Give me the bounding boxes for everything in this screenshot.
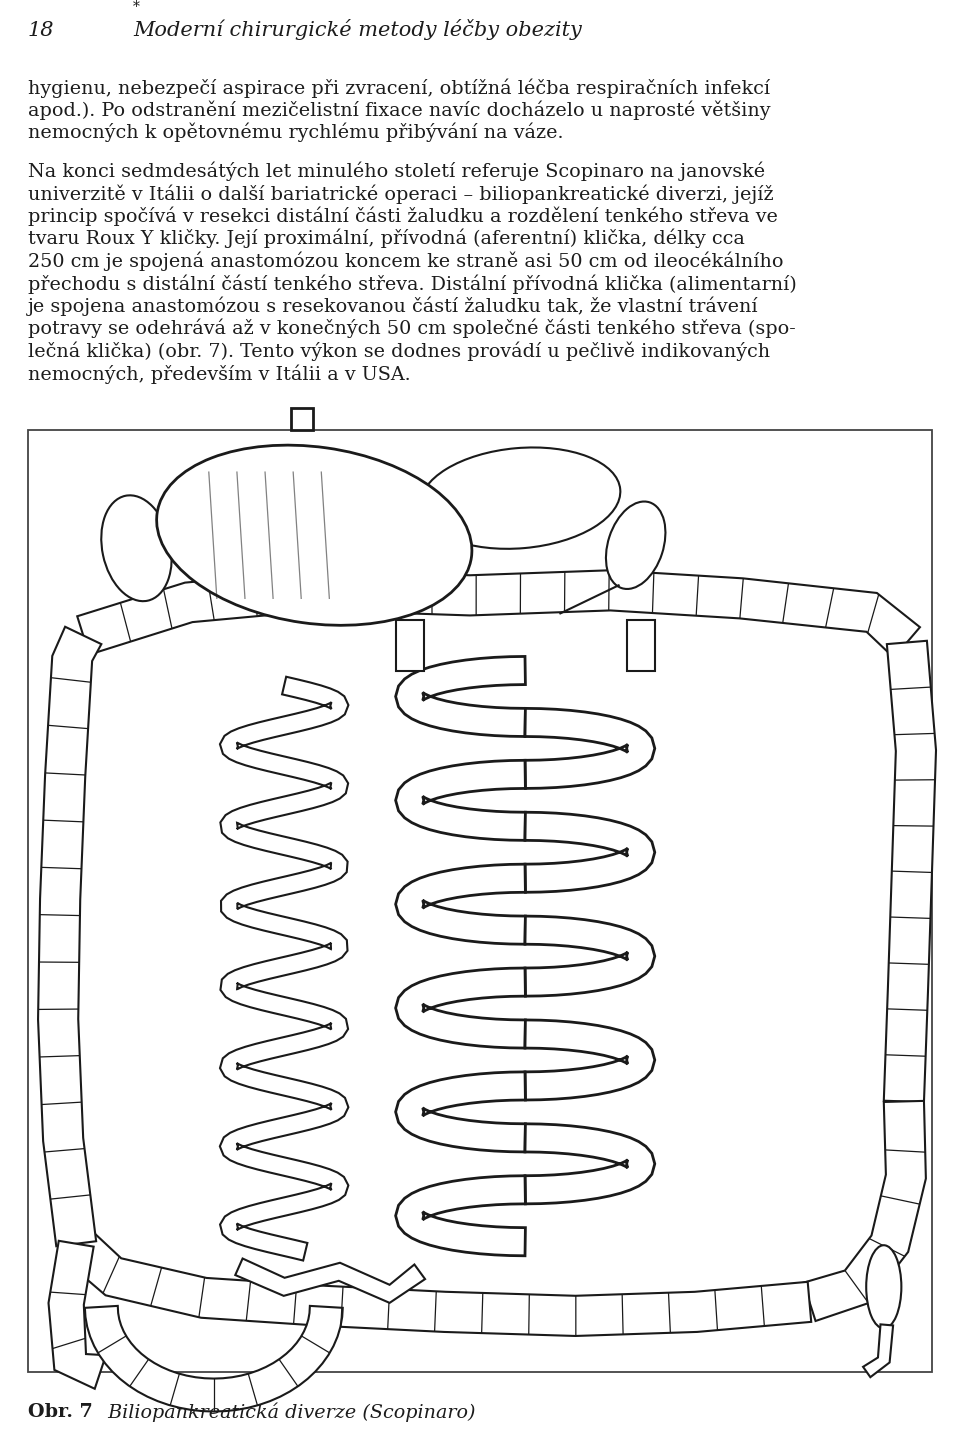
Text: přechodu s distální částí tenkého střeva. Distální přívodná klička (alimentarní): přechodu s distální částí tenkého střeva… [28, 274, 797, 294]
Text: tvaru Roux Y kličky. Její proximální, přívodná (aferentní) klička, délky cca: tvaru Roux Y kličky. Její proximální, př… [28, 229, 745, 249]
Ellipse shape [606, 501, 665, 589]
Polygon shape [525, 812, 655, 892]
Ellipse shape [156, 445, 472, 626]
Polygon shape [396, 1072, 525, 1153]
Polygon shape [627, 620, 655, 670]
Text: Obr. 7: Obr. 7 [28, 1403, 93, 1420]
Polygon shape [38, 627, 102, 1247]
Text: Biliopankreatická diverze (Scopinaro): Biliopankreatická diverze (Scopinaro) [102, 1403, 475, 1422]
Polygon shape [804, 1100, 925, 1321]
Ellipse shape [866, 1245, 901, 1328]
Polygon shape [884, 641, 936, 1102]
Polygon shape [84, 1306, 343, 1412]
Polygon shape [396, 760, 525, 840]
Polygon shape [396, 969, 525, 1048]
Text: princip spočívá v resekci distální části žaludku a rozdělení tenkého střeva ve: princip spočívá v resekci distální části… [28, 207, 778, 226]
Polygon shape [525, 1019, 655, 1100]
Text: lečná klička) (obr. 7). Tento výkon se dodnes provádí u pečlivě indikovaných: lečná klička) (obr. 7). Tento výkon se d… [28, 342, 770, 361]
Text: apod.). Po odstranění mezičelistní fixace navíc docházelo u naprosté většiny: apod.). Po odstranění mezičelistní fixac… [28, 100, 771, 120]
Text: nemocných, především v Itálii a v USA.: nemocných, především v Itálii a v USA. [28, 363, 411, 384]
Text: *: * [133, 0, 140, 14]
Polygon shape [62, 1229, 811, 1337]
Polygon shape [77, 571, 920, 657]
Text: 250 cm je spojená anastomózou koncem ke straně asi 50 cm od ileocékálního: 250 cm je spojená anastomózou koncem ke … [28, 252, 783, 271]
Text: univerzitě v Itálii o další bariatrické operaci – biliopankreatické diverzi, jej: univerzitě v Itálii o další bariatrické … [28, 184, 774, 204]
Polygon shape [863, 1325, 893, 1377]
Ellipse shape [420, 447, 620, 549]
Polygon shape [525, 917, 655, 996]
Text: nemocných k opětovnému rychlému přibývání na váze.: nemocných k opětovnému rychlému přibýván… [28, 123, 564, 142]
Text: 18: 18 [28, 22, 55, 41]
Polygon shape [49, 1241, 106, 1389]
Text: Na konci sedmdesátých let minulého století referuje Scopinaro na janovské: Na konci sedmdesátých let minulého stole… [28, 162, 765, 181]
Polygon shape [525, 708, 655, 788]
Polygon shape [396, 1176, 525, 1255]
Polygon shape [220, 676, 348, 1261]
Bar [291, 408, 313, 430]
Ellipse shape [101, 495, 172, 601]
Text: hygienu, nebezpečí aspirace při zvracení, obtížná léčba respiračních infekcí: hygienu, nebezpečí aspirace při zvracení… [28, 78, 770, 97]
Bar [28, 430, 932, 1373]
Polygon shape [396, 620, 423, 670]
Text: Moderní chirurgické metody léčby obezity: Moderní chirurgické metody léčby obezity [133, 19, 582, 41]
Polygon shape [396, 656, 525, 737]
Polygon shape [396, 864, 525, 944]
Polygon shape [525, 1124, 655, 1203]
Text: je spojena anastomózou s resekovanou částí žaludku tak, že vlastní trávení: je spojena anastomózou s resekovanou čás… [28, 297, 758, 316]
Polygon shape [235, 1258, 425, 1303]
Text: potravy se odehrává až v konečných 50 cm společné části tenkého střeva (spo-: potravy se odehrává až v konečných 50 cm… [28, 319, 796, 339]
